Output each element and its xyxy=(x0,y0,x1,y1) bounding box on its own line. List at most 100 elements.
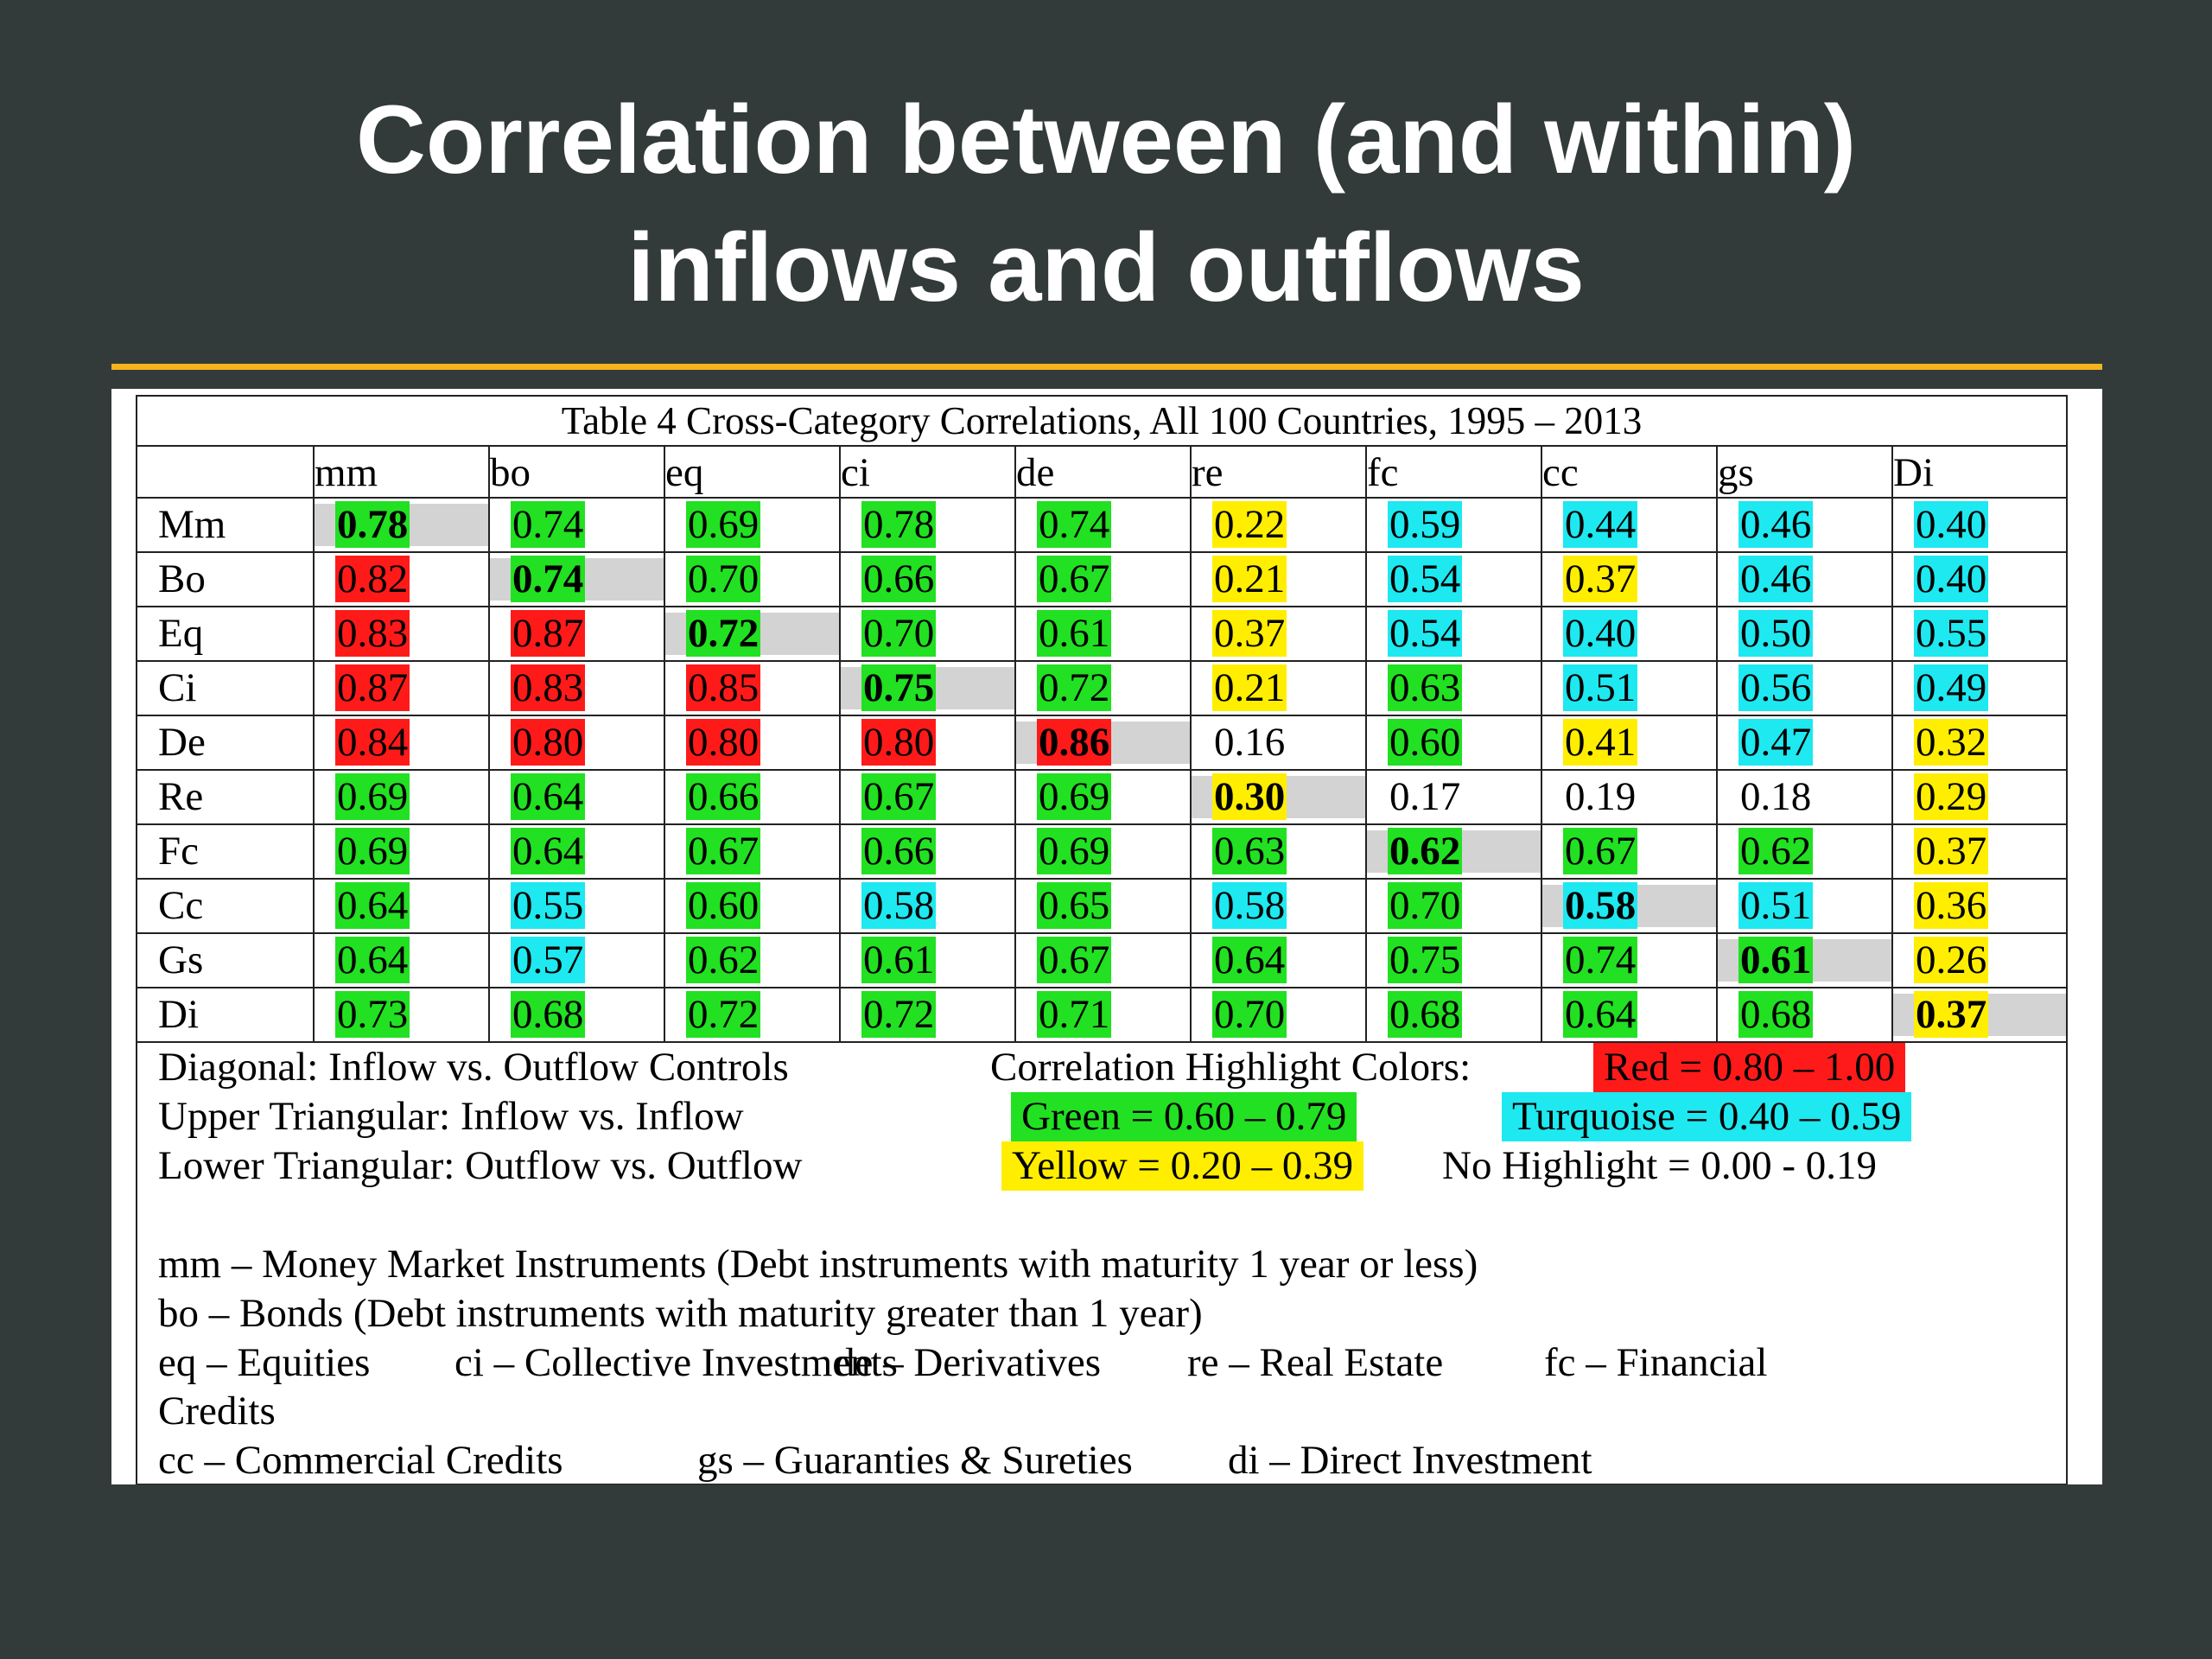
correlation-value: 0.84 xyxy=(335,719,410,766)
correlation-value: 0.67 xyxy=(1563,828,1638,874)
correlation-value: 0.70 xyxy=(686,556,761,602)
correlation-cell: 0.87 xyxy=(488,606,665,662)
correlation-cell: 0.58 xyxy=(839,878,1016,934)
correlation-value: 0.37 xyxy=(1914,991,1989,1038)
correlation-cell: 0.64 xyxy=(488,823,665,880)
correlation-cell: 0.41 xyxy=(1541,715,1718,771)
correlation-value: 0.83 xyxy=(511,664,586,711)
legend-turquoise: Turquoise = 0.40 – 0.59 xyxy=(1502,1092,1912,1141)
correlation-cell: 0.50 xyxy=(1716,606,1893,662)
correlation-cell: 0.72 xyxy=(839,987,1016,1043)
correlation-value: 0.18 xyxy=(1740,774,1812,819)
correlation-value: 0.59 xyxy=(1388,501,1463,548)
correlation-cell: 0.67 xyxy=(839,769,1016,825)
definition-bo: bo – Bonds (Debt instruments with maturi… xyxy=(158,1291,1203,1336)
row-label: Mm xyxy=(136,497,315,553)
notes-cell: Diagonal: Inflow vs. Outflow Controls Up… xyxy=(135,1041,2069,1484)
correlation-cell: 0.59 xyxy=(1365,497,1542,553)
definition-fc: fc – Financial xyxy=(1544,1340,1768,1385)
correlation-value: 0.21 xyxy=(1212,664,1287,711)
correlation-value: 0.72 xyxy=(686,991,761,1038)
correlation-cell: 0.17 xyxy=(1365,769,1542,825)
correlation-cell: 0.64 xyxy=(1541,987,1718,1043)
correlation-value: 0.80 xyxy=(686,719,761,766)
correlation-cell: 0.83 xyxy=(313,606,490,662)
correlation-value: 0.75 xyxy=(861,664,937,711)
correlation-value: 0.66 xyxy=(861,828,937,874)
column-header-eq: eq xyxy=(664,445,841,499)
column-header-di: Di xyxy=(1891,445,2069,499)
correlation-cell: 0.16 xyxy=(1190,715,1367,771)
correlation-value: 0.51 xyxy=(1563,664,1638,711)
definition-re: re – Real Estate xyxy=(1187,1340,1444,1385)
correlation-cell: 0.46 xyxy=(1716,497,1893,553)
table-row-ci: Ci 0.87 0.83 0.85 0.75 0.72 0.21 0.63 0.51 0.56 0.… xyxy=(136,660,2069,716)
table-row-re: Re 0.69 0.64 0.66 0.67 0.69 0.30 0.17 0.19 0.18 0.… xyxy=(136,769,2069,825)
table-body: Mm 0.78 0.74 0.69 0.78 0.74 0.22 0.59 0.44 0.46 0.… xyxy=(136,497,2069,1043)
table-image-panel: Table 4 Cross-Category Correlations, All… xyxy=(111,389,2102,1484)
correlation-cell: 0.22 xyxy=(1190,497,1367,553)
correlation-cell: 0.67 xyxy=(1014,551,1192,607)
correlation-cell: 0.78 xyxy=(839,497,1016,553)
row-label: Eq xyxy=(136,606,315,662)
correlation-value: 0.63 xyxy=(1388,664,1463,711)
correlation-value: 0.57 xyxy=(511,937,586,983)
column-header-ci: ci xyxy=(839,445,1016,499)
correlation-value: 0.63 xyxy=(1212,828,1287,874)
correlation-cell: 0.66 xyxy=(839,823,1016,880)
correlation-cell: 0.78 xyxy=(313,497,490,553)
correlation-value: 0.56 xyxy=(1738,664,1814,711)
table-row-de: De 0.84 0.80 0.80 0.80 0.86 0.16 0.60 0.41 0.47 0.… xyxy=(136,715,2069,771)
correlation-value: 0.29 xyxy=(1914,773,1989,820)
correlation-cell: 0.73 xyxy=(313,987,490,1043)
correlation-value: 0.69 xyxy=(335,828,410,874)
correlation-value: 0.40 xyxy=(1914,501,1989,548)
correlation-cell: 0.64 xyxy=(313,878,490,934)
table-notes: Diagonal: Inflow vs. Outflow Controls Up… xyxy=(137,1043,2066,1484)
column-header-gs: gs xyxy=(1716,445,1893,499)
correlation-cell: 0.51 xyxy=(1716,878,1893,934)
correlation-value: 0.54 xyxy=(1388,610,1463,657)
correlation-cell: 0.74 xyxy=(488,551,665,607)
correlation-cell: 0.58 xyxy=(1190,878,1367,934)
correlation-value: 0.67 xyxy=(1037,937,1112,983)
correlation-value: 0.62 xyxy=(1388,828,1463,874)
correlation-value: 0.74 xyxy=(1563,937,1638,983)
correlation-cell: 0.46 xyxy=(1716,551,1893,607)
table-row-cc: Cc 0.64 0.55 0.60 0.58 0.65 0.58 0.70 0.58 0.51 0.… xyxy=(136,878,2069,934)
correlation-cell: 0.55 xyxy=(1891,606,2069,662)
correlation-cell: 0.68 xyxy=(1716,987,1893,1043)
correlation-value: 0.70 xyxy=(1388,882,1463,929)
correlation-cell: 0.72 xyxy=(1014,660,1192,716)
correlation-value: 0.67 xyxy=(861,773,937,820)
correlation-value: 0.82 xyxy=(335,556,410,602)
correlation-value: 0.73 xyxy=(335,991,410,1038)
correlation-value: 0.58 xyxy=(1212,882,1287,929)
correlation-cell: 0.75 xyxy=(839,660,1016,716)
correlation-cell: 0.26 xyxy=(1891,932,2069,988)
correlation-cell: 0.60 xyxy=(1365,715,1542,771)
correlation-cell: 0.82 xyxy=(313,551,490,607)
correlation-value: 0.64 xyxy=(511,773,586,820)
correlation-cell: 0.37 xyxy=(1891,823,2069,880)
correlation-value: 0.80 xyxy=(861,719,937,766)
correlation-cell: 0.68 xyxy=(1365,987,1542,1043)
correlation-value: 0.68 xyxy=(1738,991,1814,1038)
correlation-value: 0.21 xyxy=(1212,556,1287,602)
correlation-value: 0.62 xyxy=(686,937,761,983)
row-label: Di xyxy=(136,987,315,1043)
definition-eq: eq – Equities xyxy=(158,1340,371,1385)
correlation-cell: 0.29 xyxy=(1891,769,2069,825)
table-row-gs: Gs 0.64 0.57 0.62 0.61 0.67 0.64 0.75 0.74 0.61 0.… xyxy=(136,932,2069,988)
correlation-cell: 0.69 xyxy=(1014,823,1192,880)
correlation-cell: 0.66 xyxy=(664,769,841,825)
correlation-value: 0.78 xyxy=(861,501,937,548)
note-upper-triangular: Upper Triangular: Inflow vs. Inflow xyxy=(158,1094,744,1139)
correlation-cell: 0.80 xyxy=(488,715,665,771)
correlation-cell: 0.83 xyxy=(488,660,665,716)
correlation-value: 0.62 xyxy=(1738,828,1814,874)
table-row-fc: Fc 0.69 0.64 0.67 0.66 0.69 0.63 0.62 0.67 0.62 0.… xyxy=(136,823,2069,880)
correlation-value: 0.58 xyxy=(1563,882,1638,929)
correlation-cell: 0.63 xyxy=(1365,660,1542,716)
correlation-cell: 0.44 xyxy=(1541,497,1718,553)
